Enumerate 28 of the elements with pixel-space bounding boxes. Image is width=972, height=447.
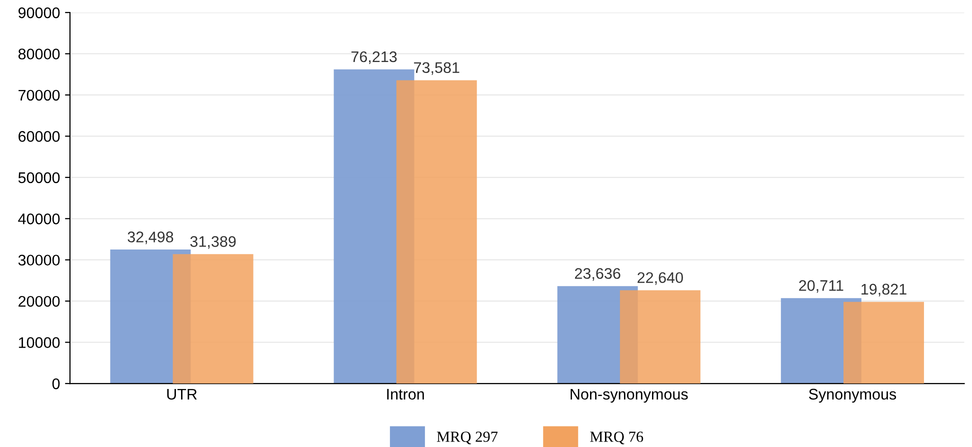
x-tick-label: Non-synonymous: [570, 388, 688, 403]
y-tick-label: 0: [52, 378, 60, 390]
y-tick-label: 90000: [18, 7, 60, 18]
x-tick-label: Intron: [387, 388, 424, 400]
y-tick-label: 10000: [18, 337, 60, 348]
data-label: 20,711: [799, 280, 844, 293]
y-tick-label: 80000: [18, 48, 60, 60]
bar: [620, 290, 700, 384]
legend-label: MRQ 76: [590, 432, 644, 444]
bar: [172, 254, 254, 384]
data-label: 31,389: [190, 236, 236, 249]
data-label: 32,498: [128, 232, 174, 244]
legend-label: MRQ 297: [436, 432, 498, 444]
y-tick-label: 20000: [18, 296, 60, 307]
x-tick-label: UTR: [167, 388, 197, 400]
data-label: 23,636: [574, 268, 620, 281]
y-tick-label: 30000: [18, 254, 60, 266]
bar: [396, 80, 477, 384]
bar: [844, 302, 924, 384]
y-tick-label: 70000: [18, 90, 60, 101]
data-label: 73,581: [414, 62, 460, 75]
data-label: 76,213: [351, 51, 397, 64]
data-label: 22,640: [638, 272, 683, 285]
y-tick-label: 60000: [18, 131, 60, 142]
data-label: 19,821: [862, 284, 906, 296]
x-tick-label: Synonymous: [808, 388, 896, 403]
y-tick-label: 50000: [18, 172, 60, 184]
y-tick-label: 40000: [18, 214, 60, 224]
